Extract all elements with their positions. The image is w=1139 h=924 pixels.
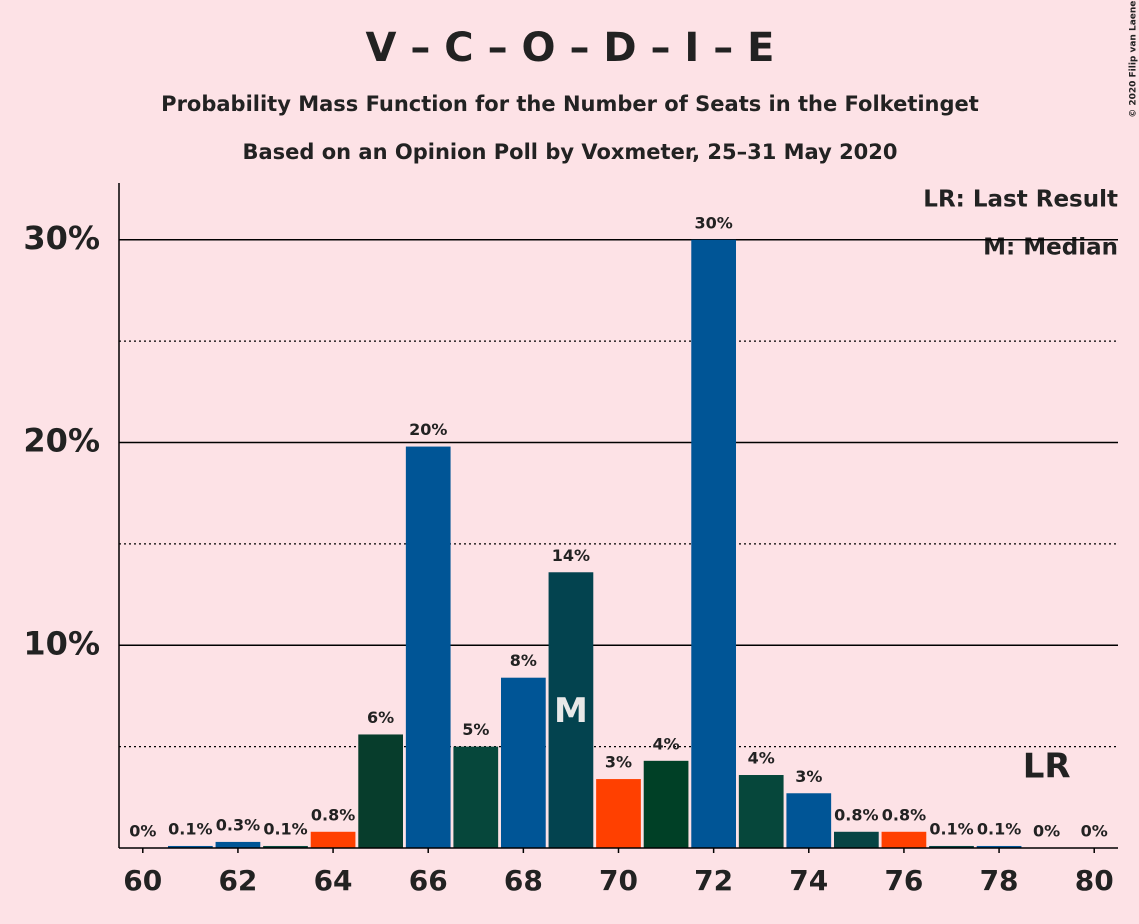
value-label: 3% — [795, 767, 822, 786]
value-label: 0% — [1081, 822, 1108, 841]
value-label: 4% — [748, 749, 775, 768]
bar — [643, 760, 689, 848]
chart-subtitle: Probability Mass Function for the Number… — [161, 92, 979, 116]
value-label: 0.3% — [216, 815, 260, 834]
value-label: 0% — [1033, 822, 1060, 841]
bar — [358, 734, 404, 848]
bar — [929, 845, 974, 848]
value-label: 5% — [462, 720, 489, 739]
annotation: LR — [1023, 747, 1071, 787]
bar — [453, 746, 499, 848]
bar — [738, 775, 784, 848]
annotation: M — [554, 691, 588, 731]
value-label: 8% — [510, 651, 537, 670]
value-label: 0% — [129, 822, 156, 841]
bar — [310, 831, 356, 848]
value-label: 0.1% — [929, 819, 973, 838]
y-tick-label: 30% — [23, 219, 100, 257]
x-tick-label: 72 — [694, 864, 733, 897]
value-label: 6% — [367, 708, 394, 727]
x-tick-label: 68 — [504, 864, 543, 897]
value-label: 30% — [694, 213, 732, 232]
bar — [976, 845, 1022, 848]
bar — [881, 831, 927, 848]
y-tick-label: 20% — [23, 422, 100, 460]
x-tick-label: 80 — [1075, 864, 1114, 897]
y-tick-label: 10% — [23, 624, 100, 662]
value-label: 0.8% — [882, 805, 926, 824]
bar — [405, 446, 451, 848]
bar — [500, 677, 546, 848]
bar — [786, 793, 832, 848]
legend-entry: LR: Last Result — [923, 187, 1118, 213]
value-label: 0.8% — [834, 805, 878, 824]
bar — [215, 841, 261, 848]
chart-title: V – C – O – D – I – E — [366, 25, 775, 71]
x-tick-label: 64 — [314, 864, 353, 897]
bar — [263, 845, 308, 848]
x-tick-label: 62 — [218, 864, 257, 897]
x-tick-label: 74 — [789, 864, 828, 897]
value-label: 20% — [409, 420, 447, 439]
x-tick-label: 66 — [409, 864, 448, 897]
bar — [691, 239, 737, 848]
bar — [167, 845, 213, 848]
chart-subtitle: Based on an Opinion Poll by Voxmeter, 25… — [242, 140, 897, 164]
x-tick-label: 76 — [884, 864, 923, 897]
value-label: 0.1% — [168, 819, 212, 838]
copyright: © 2020 Filip van Laenen — [1129, 0, 1139, 118]
bar — [833, 831, 879, 848]
value-label: 0.1% — [977, 819, 1021, 838]
bar — [596, 779, 641, 848]
value-label: 0.1% — [263, 819, 307, 838]
x-tick-label: 70 — [599, 864, 638, 897]
x-tick-label: 60 — [123, 864, 162, 897]
bar — [548, 572, 594, 848]
value-label: 3% — [605, 753, 632, 772]
value-label: 4% — [652, 734, 679, 753]
legend-entry: M: Median — [983, 235, 1118, 261]
value-label: 14% — [552, 546, 590, 565]
x-tick-label: 78 — [980, 864, 1019, 897]
value-label: 0.8% — [311, 805, 355, 824]
